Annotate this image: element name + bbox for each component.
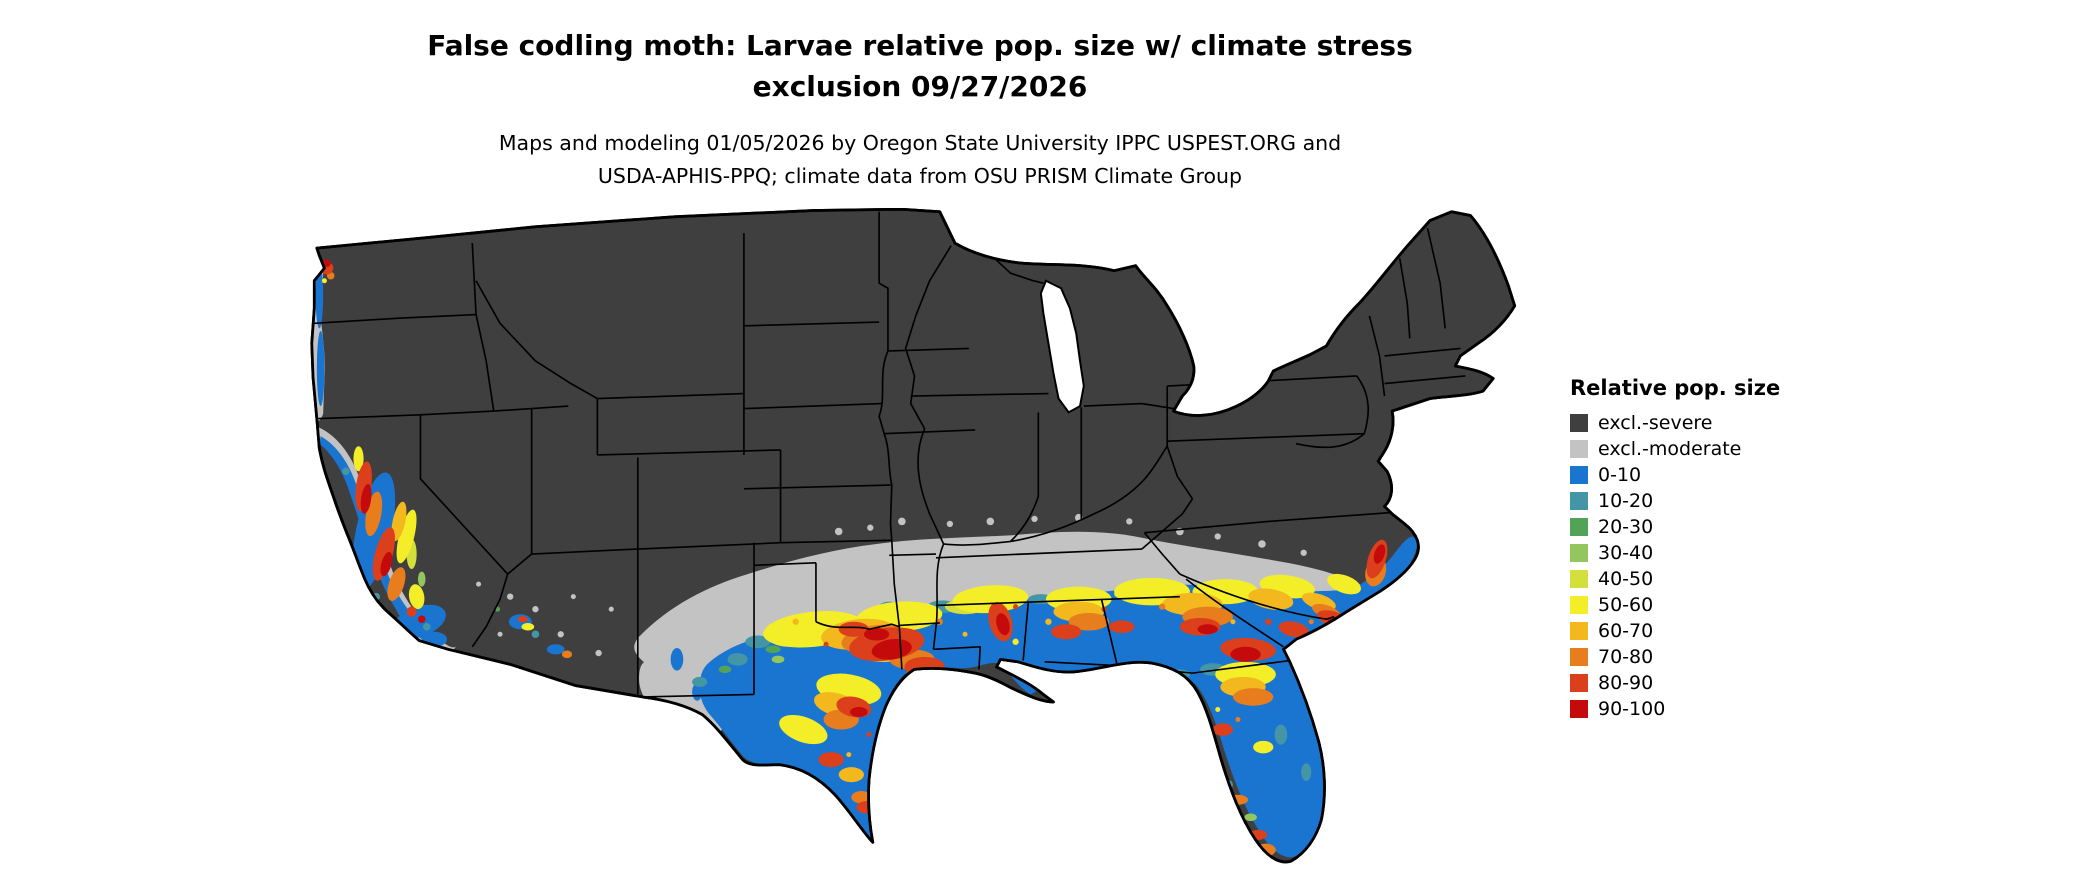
subtitle-line-2: USDA-APHIS-PPQ; climate data from OSU PR… <box>597 163 1243 188</box>
legend-swatch <box>1570 570 1588 588</box>
legend-item: 30-40 <box>1570 540 1830 566</box>
legend-label: 70-80 <box>1598 645 1654 668</box>
legend-item: 70-80 <box>1570 644 1830 670</box>
legend-item: 20-30 <box>1570 514 1830 540</box>
legend-label: 0-10 <box>1598 463 1642 486</box>
legend-label: 80-90 <box>1598 671 1654 694</box>
legend-label: 30-40 <box>1598 541 1654 564</box>
legend-swatch <box>1570 700 1588 718</box>
legend-item: 60-70 <box>1570 618 1830 644</box>
us-map <box>310 208 1517 864</box>
legend-swatch <box>1570 440 1588 458</box>
figure-subtitle: Maps and modeling 01/05/2026 by Oregon S… <box>270 127 1570 193</box>
legend-label: 50-60 <box>1598 593 1654 616</box>
country-outline <box>310 208 1517 864</box>
legend-swatch <box>1570 414 1588 432</box>
legend-swatch <box>1570 518 1588 536</box>
legend-swatch <box>1570 622 1588 640</box>
region-excl-severe-land <box>310 208 1517 864</box>
legend-swatch <box>1570 466 1588 484</box>
legend-item: 10-20 <box>1570 488 1830 514</box>
legend-item: 0-10 <box>1570 462 1830 488</box>
legend-label: excl.-severe <box>1598 411 1713 434</box>
legend-item: 90-100 <box>1570 696 1830 722</box>
subtitle-line-1: Maps and modeling 01/05/2026 by Oregon S… <box>498 131 1342 156</box>
figure-header: False codling moth: Larvae relative pop.… <box>270 26 1570 193</box>
figure-title: False codling moth: Larvae relative pop.… <box>270 26 1570 107</box>
title-line-2: exclusion 09/27/2026 <box>752 69 1088 103</box>
legend-swatch <box>1570 674 1588 692</box>
legend-swatch <box>1570 596 1588 614</box>
legend-label: 40-50 <box>1598 567 1654 590</box>
legend-label: 10-20 <box>1598 489 1654 512</box>
state-borders <box>314 211 1466 698</box>
legend-item: excl.-severe <box>1570 410 1830 436</box>
legend-swatch <box>1570 544 1588 562</box>
map-legend: Relative pop. size excl.-severe excl.-mo… <box>1570 376 1830 722</box>
lake-michigan <box>1039 279 1085 414</box>
legend-label: excl.-moderate <box>1598 437 1742 460</box>
legend-label: 60-70 <box>1598 619 1654 642</box>
legend-item: excl.-moderate <box>1570 436 1830 462</box>
legend-item: 80-90 <box>1570 670 1830 696</box>
legend-swatch <box>1570 648 1588 666</box>
map-container <box>308 208 1521 885</box>
legend-item: 50-60 <box>1570 592 1830 618</box>
region-pop-80-90 <box>320 261 1388 840</box>
legend-item: 40-50 <box>1570 566 1830 592</box>
legend-swatch <box>1570 492 1588 510</box>
legend-title: Relative pop. size <box>1570 376 1781 400</box>
title-line-1: False codling moth: Larvae relative pop.… <box>427 29 1413 62</box>
legend-label: 20-30 <box>1598 515 1654 538</box>
region-pop-90-100 <box>323 259 1386 718</box>
legend-label: 90-100 <box>1598 697 1666 720</box>
